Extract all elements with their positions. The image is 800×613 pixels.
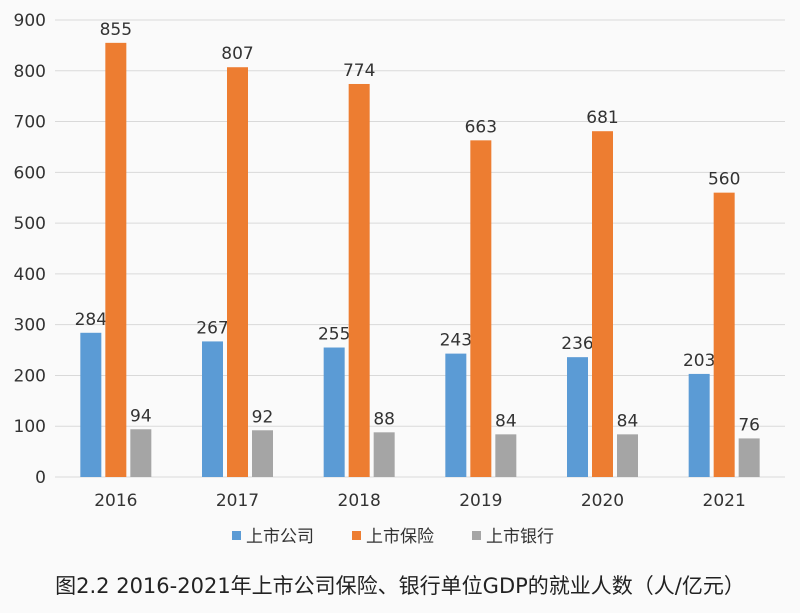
- legend-label: 上市公司: [246, 527, 314, 547]
- x-tick-label: 2017: [216, 491, 259, 511]
- bar: [617, 434, 638, 477]
- bar: [470, 140, 492, 478]
- legend-swatch: [352, 531, 361, 540]
- y-tick-label: 800: [14, 62, 46, 82]
- data-label: 236: [561, 334, 593, 354]
- data-label: 663: [465, 117, 497, 137]
- bar: [688, 373, 710, 477]
- y-tick-label: 100: [14, 417, 46, 437]
- y-tick-label: 300: [14, 316, 46, 336]
- data-label: 560: [708, 170, 740, 190]
- bar: [130, 429, 152, 477]
- x-tick-label: 2020: [581, 491, 624, 511]
- data-label: 76: [738, 415, 760, 435]
- x-tick-label: 2019: [459, 491, 502, 511]
- data-label: 84: [617, 411, 639, 431]
- y-tick-label: 0: [35, 468, 46, 488]
- chart-caption: 图2.2 2016-2021年上市公司保险、银行单位GDP的就业人数（人/亿元）: [55, 574, 745, 598]
- bar: [713, 192, 735, 477]
- bar: [592, 131, 613, 477]
- bar: [323, 347, 345, 477]
- y-tick-label: 200: [14, 366, 46, 386]
- bar: [252, 430, 273, 477]
- x-tick-label: 2018: [338, 491, 381, 511]
- y-tick-label: 700: [14, 113, 46, 133]
- bar: [495, 434, 517, 477]
- y-tick-label: 900: [14, 11, 46, 31]
- data-label: 243: [440, 331, 472, 351]
- data-label: 774: [343, 61, 375, 81]
- x-tick-label: 2021: [703, 491, 746, 511]
- y-tick-label: 500: [14, 214, 46, 234]
- bar: [738, 438, 760, 477]
- data-label: 284: [75, 310, 107, 330]
- bar: [445, 353, 467, 477]
- data-label: 92: [252, 407, 274, 427]
- bar: [227, 67, 248, 478]
- bar: [202, 341, 223, 477]
- bar: [567, 357, 588, 477]
- y-tick-label: 600: [14, 163, 46, 183]
- data-label: 94: [130, 406, 152, 426]
- legend-swatch: [472, 531, 481, 540]
- data-label: 84: [495, 411, 517, 431]
- y-tick-label: 400: [14, 265, 46, 285]
- data-label: 807: [221, 44, 253, 64]
- bar: [373, 432, 395, 477]
- bar: [80, 332, 102, 477]
- data-label: 267: [196, 318, 228, 338]
- data-label: 855: [100, 20, 132, 40]
- legend-label: 上市保险: [366, 527, 434, 547]
- data-label: 255: [318, 325, 350, 345]
- legend-label: 上市银行: [486, 527, 554, 547]
- legend-swatch: [232, 531, 241, 540]
- bar: [348, 83, 370, 477]
- bar: [105, 42, 127, 477]
- data-label: 88: [373, 409, 395, 429]
- x-tick-label: 2016: [94, 491, 137, 511]
- data-label: 681: [586, 108, 618, 128]
- data-label: 203: [683, 351, 715, 371]
